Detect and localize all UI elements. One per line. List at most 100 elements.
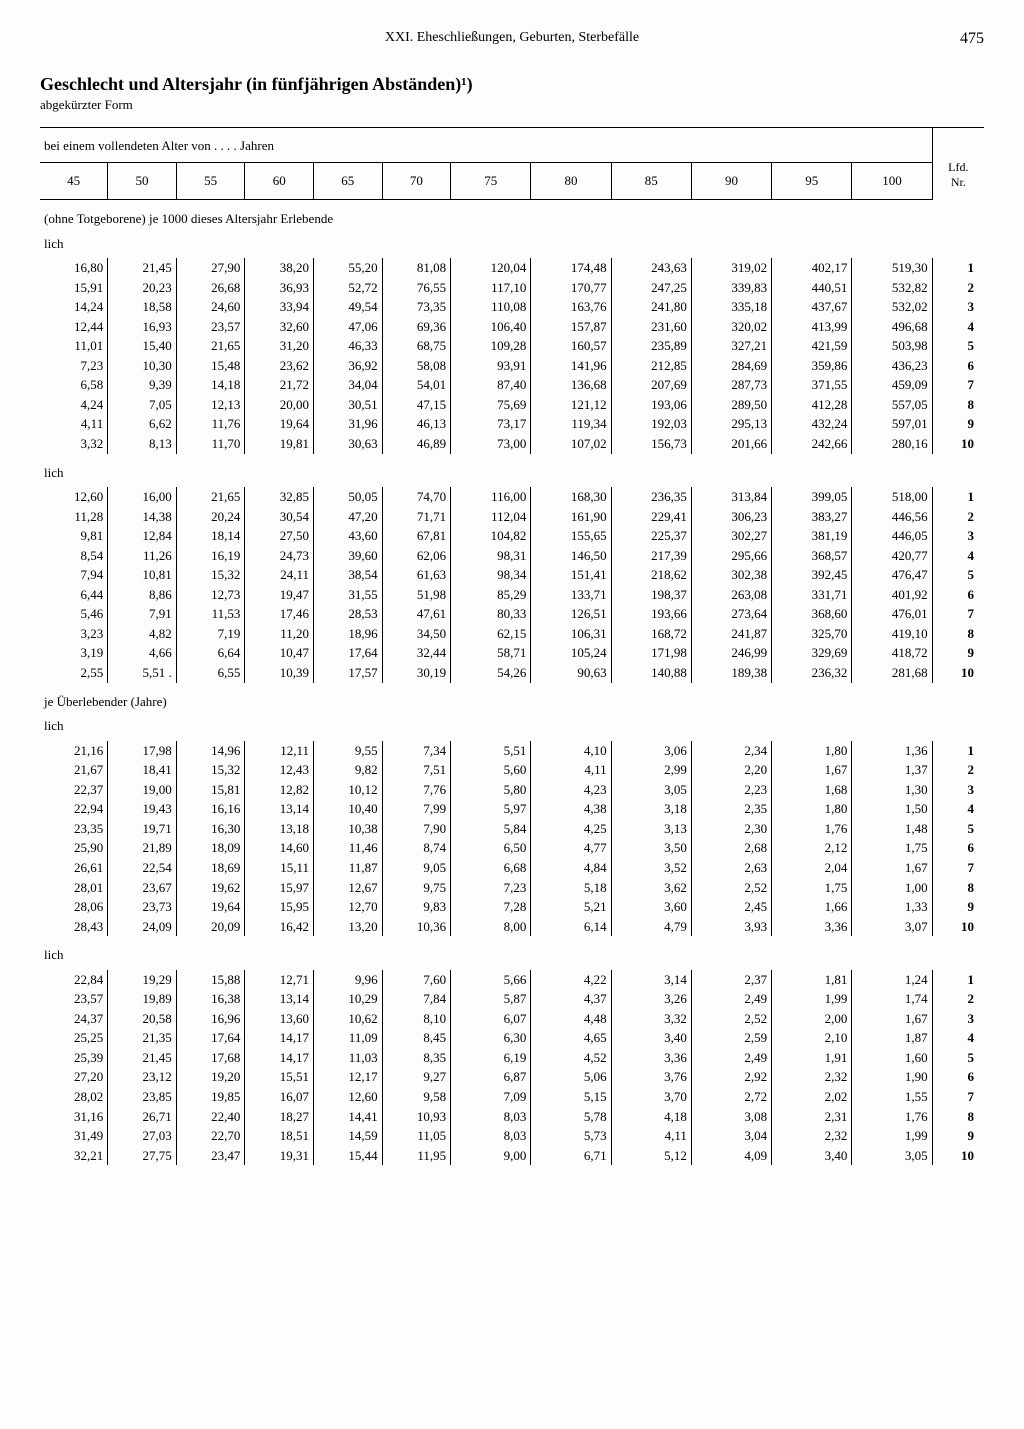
data-cell: 18,27 <box>245 1107 314 1127</box>
data-cell: 47,20 <box>313 507 382 527</box>
table-row: 21,6718,4115,3212,439,827,515,604,112,99… <box>40 760 984 780</box>
data-cell: 5,12 <box>611 1146 691 1166</box>
data-cell: 15,48 <box>176 356 245 376</box>
data-cell: 25,39 <box>40 1048 108 1068</box>
running-head: XXI. Eheschließungen, Geburten, Sterbefä… <box>385 30 639 45</box>
lfd-value: 4 <box>932 317 984 337</box>
data-cell: 1,50 <box>852 799 932 819</box>
data-cell: 3,05 <box>611 780 691 800</box>
data-cell: 54,01 <box>382 375 451 395</box>
data-cell: 26,61 <box>40 858 108 878</box>
data-cell: 174,48 <box>531 258 611 278</box>
data-cell: 68,75 <box>382 336 451 356</box>
data-cell: 14,17 <box>245 1048 314 1068</box>
data-cell: 2,00 <box>772 1009 852 1029</box>
data-cell: 371,55 <box>772 375 852 395</box>
data-cell: 28,02 <box>40 1087 108 1107</box>
lfd-value: 3 <box>932 297 984 317</box>
data-cell: 3,40 <box>611 1028 691 1048</box>
data-cell: 11,28 <box>40 507 108 527</box>
data-cell: 16,16 <box>176 799 245 819</box>
data-cell: 18,09 <box>176 838 245 858</box>
data-cell: 55,20 <box>313 258 382 278</box>
data-cell: 136,68 <box>531 375 611 395</box>
data-cell: 30,54 <box>245 507 314 527</box>
data-cell: 32,44 <box>382 643 451 663</box>
data-cell: 104,82 <box>451 526 531 546</box>
data-cell: 518,00 <box>852 487 932 507</box>
data-cell: 20,09 <box>176 917 245 937</box>
data-cell: 5,06 <box>531 1067 611 1087</box>
table-row: 5,467,9111,5317,4628,5347,6180,33126,511… <box>40 604 984 624</box>
data-cell: 5,18 <box>531 878 611 898</box>
data-cell: 2,31 <box>772 1107 852 1127</box>
data-cell: 459,09 <box>852 375 932 395</box>
data-cell: 12,17 <box>313 1067 382 1087</box>
lfd-value: 1 <box>932 741 984 761</box>
lfd-value: 8 <box>932 1107 984 1127</box>
data-cell: 5,87 <box>451 989 531 1009</box>
data-cell: 11,20 <box>245 624 314 644</box>
data-cell: 2,35 <box>691 799 771 819</box>
data-cell: 12,67 <box>313 878 382 898</box>
data-cell: 22,37 <box>40 780 108 800</box>
table-row: 2,555,51 .6,5510,3917,5730,1954,2690,631… <box>40 663 984 683</box>
data-cell: 155,65 <box>531 526 611 546</box>
data-cell: 16,80 <box>40 258 108 278</box>
lfd-value: 4 <box>932 546 984 566</box>
data-cell: 106,31 <box>531 624 611 644</box>
data-cell: 73,00 <box>451 434 531 454</box>
data-cell: 7,99 <box>382 799 451 819</box>
data-cell: 263,08 <box>691 585 771 605</box>
table-row: 22,9419,4316,1613,1410,407,995,974,383,1… <box>40 799 984 819</box>
data-cell: 21,45 <box>108 1048 177 1068</box>
page-title: Geschlecht und Altersjahr (in fünfjährig… <box>40 74 984 95</box>
data-cell: 163,76 <box>531 297 611 317</box>
data-cell: 302,38 <box>691 565 771 585</box>
data-cell: 161,90 <box>531 507 611 527</box>
section-sub: lich <box>40 234 984 259</box>
data-cell: 31,20 <box>245 336 314 356</box>
data-cell: 4,25 <box>531 819 611 839</box>
data-cell: 5,97 <box>451 799 531 819</box>
data-cell: 157,87 <box>531 317 611 337</box>
data-cell: 2,45 <box>691 897 771 917</box>
data-cell: 306,23 <box>691 507 771 527</box>
data-cell: 47,06 <box>313 317 382 337</box>
data-cell: 201,66 <box>691 434 771 454</box>
data-cell: 1,91 <box>772 1048 852 1068</box>
data-cell: 14,60 <box>245 838 314 858</box>
data-cell: 17,46 <box>245 604 314 624</box>
data-cell: 212,85 <box>611 356 691 376</box>
table-row: 23,3519,7116,3013,1810,387,905,844,253,1… <box>40 819 984 839</box>
data-cell: 27,75 <box>108 1146 177 1166</box>
data-cell: 67,81 <box>382 526 451 546</box>
data-cell: 31,96 <box>313 414 382 434</box>
data-cell: 24,60 <box>176 297 245 317</box>
data-cell: 2,49 <box>691 989 771 1009</box>
data-cell: 302,27 <box>691 526 771 546</box>
data-cell: 14,18 <box>176 375 245 395</box>
data-cell: 16,00 <box>108 487 177 507</box>
table-row: 11,2814,3820,2430,5447,2071,71112,04161,… <box>40 507 984 527</box>
data-cell: 9,05 <box>382 858 451 878</box>
data-cell: 3,26 <box>611 989 691 1009</box>
data-cell: 34,04 <box>313 375 382 395</box>
data-cell: 12,60 <box>313 1087 382 1107</box>
data-cell: 11,05 <box>382 1126 451 1146</box>
data-cell: 12,82 <box>245 780 314 800</box>
data-cell: 18,69 <box>176 858 245 878</box>
data-cell: 24,09 <box>108 917 177 937</box>
data-cell: 98,31 <box>451 546 531 566</box>
data-cell: 28,53 <box>313 604 382 624</box>
data-cell: 1,75 <box>772 878 852 898</box>
data-cell: 22,94 <box>40 799 108 819</box>
data-cell: 23,57 <box>176 317 245 337</box>
data-cell: 19,81 <box>245 434 314 454</box>
data-cell: 38,54 <box>313 565 382 585</box>
data-cell: 32,85 <box>245 487 314 507</box>
data-cell: 116,00 <box>451 487 531 507</box>
data-cell: 6,50 <box>451 838 531 858</box>
lfd-value: 5 <box>932 336 984 356</box>
data-cell: 38,20 <box>245 258 314 278</box>
